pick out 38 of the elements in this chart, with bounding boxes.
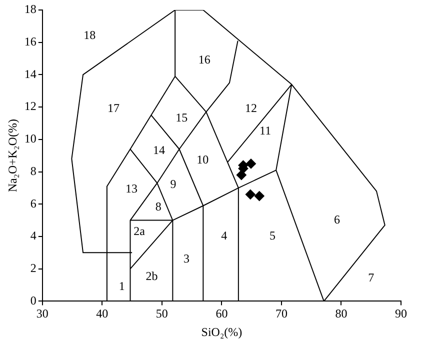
annotation: 6 bbox=[334, 212, 340, 226]
annotation: 7 bbox=[368, 270, 374, 285]
annotation: 14 bbox=[152, 142, 165, 157]
y-tick-label: 6 bbox=[30, 196, 36, 210]
y-tick-label: 4 bbox=[30, 228, 36, 243]
y-axis-title: Na₂O+K₂O(%) bbox=[5, 119, 20, 192]
annotation: 9 bbox=[170, 176, 176, 191]
annotation: 15 bbox=[176, 110, 188, 125]
x-axis-title: SiO₂(%) bbox=[201, 324, 242, 339]
y-tick-label: 8 bbox=[30, 164, 36, 178]
annotation: 2a bbox=[134, 224, 146, 238]
annotation: 5 bbox=[270, 228, 276, 243]
x-tick-label: 90 bbox=[395, 306, 407, 321]
annotation: 2b bbox=[146, 269, 158, 284]
annotation: 12 bbox=[244, 100, 257, 115]
y-tick-label: 18 bbox=[24, 2, 36, 16]
annotation: 8 bbox=[155, 200, 162, 214]
y-tick-label: 0 bbox=[30, 293, 36, 308]
x-tick-label: 50 bbox=[156, 306, 168, 321]
y-tick-label: 16 bbox=[24, 34, 36, 49]
x-tick-label: 80 bbox=[335, 306, 348, 321]
annotation: 11 bbox=[260, 123, 272, 138]
annotation: 18 bbox=[84, 28, 96, 42]
annotation: 13 bbox=[125, 182, 138, 196]
x-tick-label: 30 bbox=[36, 306, 48, 321]
annotation: 4 bbox=[221, 228, 228, 243]
x-tick-label: 60 bbox=[216, 306, 228, 321]
annotation: 16 bbox=[198, 52, 210, 66]
annotation: 10 bbox=[196, 152, 209, 167]
annotation: 1 bbox=[118, 278, 125, 293]
x-tick-label: 70 bbox=[275, 306, 288, 321]
y-tick-label: 2 bbox=[30, 261, 36, 275]
y-tick-label: 12 bbox=[24, 99, 36, 114]
x-tick-label: 40 bbox=[96, 306, 108, 321]
y-tick-label: 10 bbox=[24, 132, 36, 146]
annotation: 17 bbox=[108, 100, 120, 115]
annotation: 3 bbox=[183, 251, 190, 266]
y-tick-label: 14 bbox=[24, 66, 36, 81]
